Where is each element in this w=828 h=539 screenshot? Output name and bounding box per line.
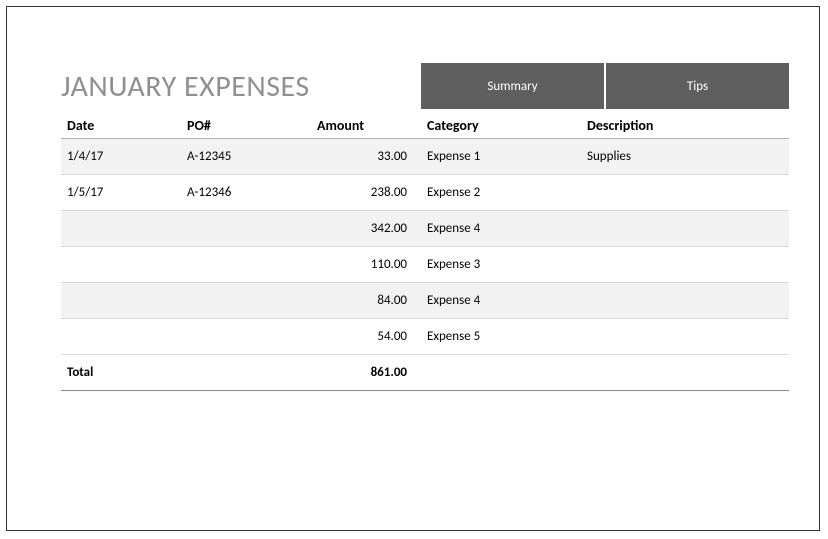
table-row: 1/5/17 A-12346 238.00 Expense 2 bbox=[61, 175, 789, 211]
cell-amount: 54.00 bbox=[311, 319, 421, 355]
table-row: 1/4/17 A-12345 33.00 Expense 1 Supplies bbox=[61, 139, 789, 175]
cell-description bbox=[581, 319, 789, 355]
total-label: Total bbox=[61, 355, 181, 391]
table-row: 84.00 Expense 4 bbox=[61, 283, 789, 319]
total-empty bbox=[421, 355, 581, 391]
cell-amount: 84.00 bbox=[311, 283, 421, 319]
cell-category: Expense 3 bbox=[421, 247, 581, 283]
document-frame: JANUARY EXPENSES Summary Tips Date PO# A… bbox=[6, 6, 820, 531]
cell-po bbox=[181, 247, 311, 283]
tips-button[interactable]: Tips bbox=[606, 63, 789, 109]
cell-amount: 33.00 bbox=[311, 139, 421, 175]
table-row: 110.00 Expense 3 bbox=[61, 247, 789, 283]
cell-category: Expense 5 bbox=[421, 319, 581, 355]
cell-po: A-12346 bbox=[181, 175, 311, 211]
spacer bbox=[411, 63, 421, 109]
table-total-row: Total 861.00 bbox=[61, 355, 789, 391]
cell-amount: 110.00 bbox=[311, 247, 421, 283]
col-header-category: Category bbox=[421, 111, 581, 139]
total-empty bbox=[581, 355, 789, 391]
col-header-date: Date bbox=[61, 111, 181, 139]
cell-description bbox=[581, 283, 789, 319]
cell-date bbox=[61, 211, 181, 247]
expenses-table: Date PO# Amount Category Description 1/4… bbox=[61, 111, 789, 391]
cell-po bbox=[181, 319, 311, 355]
table-row: 54.00 Expense 5 bbox=[61, 319, 789, 355]
cell-po bbox=[181, 211, 311, 247]
cell-po: A-12345 bbox=[181, 139, 311, 175]
cell-date bbox=[61, 247, 181, 283]
col-header-amount: Amount bbox=[311, 111, 421, 139]
cell-description: Supplies bbox=[581, 139, 789, 175]
cell-date: 1/5/17 bbox=[61, 175, 181, 211]
total-empty bbox=[181, 355, 311, 391]
cell-category: Expense 4 bbox=[421, 283, 581, 319]
cell-description bbox=[581, 175, 789, 211]
cell-date bbox=[61, 319, 181, 355]
cell-po bbox=[181, 283, 311, 319]
table-header-row: Date PO# Amount Category Description bbox=[61, 111, 789, 139]
header-row: JANUARY EXPENSES Summary Tips bbox=[61, 63, 789, 109]
cell-date bbox=[61, 283, 181, 319]
cell-category: Expense 2 bbox=[421, 175, 581, 211]
cell-description bbox=[581, 211, 789, 247]
col-header-po: PO# bbox=[181, 111, 311, 139]
table-body: 1/4/17 A-12345 33.00 Expense 1 Supplies … bbox=[61, 139, 789, 391]
cell-amount: 342.00 bbox=[311, 211, 421, 247]
summary-button[interactable]: Summary bbox=[421, 63, 606, 109]
col-header-description: Description bbox=[581, 111, 789, 139]
cell-category: Expense 1 bbox=[421, 139, 581, 175]
cell-category: Expense 4 bbox=[421, 211, 581, 247]
table-row: 342.00 Expense 4 bbox=[61, 211, 789, 247]
cell-description bbox=[581, 247, 789, 283]
cell-date: 1/4/17 bbox=[61, 139, 181, 175]
cell-amount: 238.00 bbox=[311, 175, 421, 211]
page-title: JANUARY EXPENSES bbox=[61, 63, 411, 109]
total-amount: 861.00 bbox=[311, 355, 421, 391]
